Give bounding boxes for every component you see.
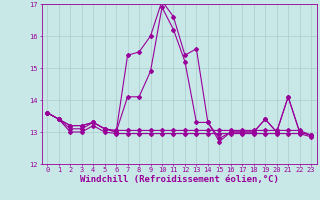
X-axis label: Windchill (Refroidissement éolien,°C): Windchill (Refroidissement éolien,°C) (80, 175, 279, 184)
